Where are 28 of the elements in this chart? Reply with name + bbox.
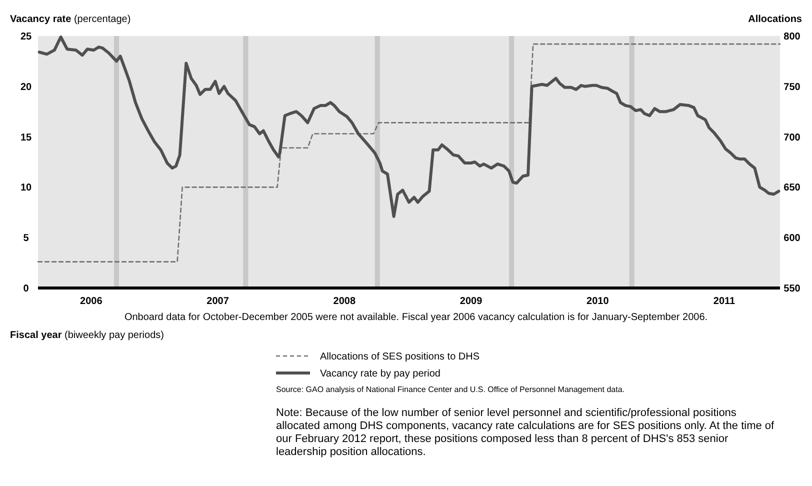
y-tick-label: 10 xyxy=(20,182,32,194)
y2-tick-label: 800 xyxy=(784,32,801,42)
line-series xyxy=(38,36,780,218)
y-axis-title: Vacancy rate (percentage) xyxy=(10,14,131,25)
text: Note: Because of the low number of senior level personnel and scientific/professional positions allocated among DHS components, vacancy rate calculations are for SES positions only. At the time of our February 2012 report, these positions composed less than 8 percent of DHS's 853 senior leadership position allocations. xyxy=(276,407,776,458)
y2-tick-label: 550 xyxy=(784,284,801,294)
source-note: Source: GAO analysis of National Finance Center and U.S. Office of Personnel Management data. xyxy=(276,385,624,394)
x-tick-label: 2009 xyxy=(460,296,483,307)
line-series xyxy=(37,43,781,262)
x-tick-label: 2007 xyxy=(206,296,230,307)
y2-tick-label: 650 xyxy=(784,182,801,194)
y-tick-label: 5 xyxy=(23,233,30,244)
y2-tick-label: 750 xyxy=(784,82,801,93)
legend-label: Allocations of SES positions to DHS xyxy=(320,352,480,362)
x-tick-label: 2010 xyxy=(586,296,610,307)
legend-label: Vacancy rate by pay period xyxy=(320,368,440,380)
y2-tick-label: 700 xyxy=(784,132,801,144)
x-tick-label: 2008 xyxy=(333,296,356,307)
y-tick-label: 15 xyxy=(20,132,32,144)
y-tick-label: 25 xyxy=(20,32,32,42)
x-tick-label: 2011 xyxy=(713,296,736,307)
y2-tick-label: 600 xyxy=(784,233,801,244)
y-tick-label: 0 xyxy=(23,284,30,294)
y2-axis-title: Allocations xyxy=(748,14,802,25)
text: Onboard data for October-December 2005 were not available. Fiscal year 2006 vacancy calculation is for January-September 2006. xyxy=(124,312,708,323)
y-tick-label: 20 xyxy=(20,82,32,93)
x-axis-title: Fiscal year (biweekly pay periods) xyxy=(10,330,164,341)
x-tick-label: 2006 xyxy=(80,296,103,307)
